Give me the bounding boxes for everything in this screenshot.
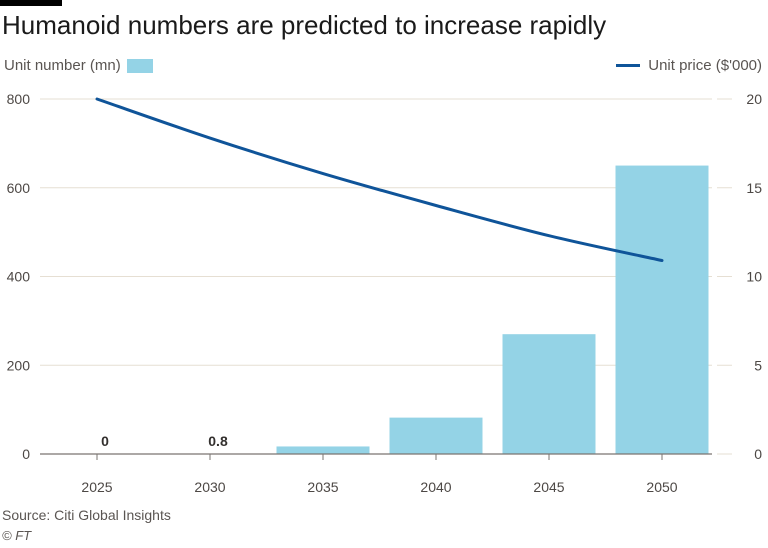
ft-top-bar bbox=[0, 0, 62, 6]
x-tick-label: 2030 bbox=[194, 479, 225, 495]
y-right-tick-label: 15 bbox=[746, 180, 762, 196]
copyright-note: © FT bbox=[2, 528, 32, 543]
y-right-tick-label: 10 bbox=[746, 269, 762, 285]
bar-value-label: 0 bbox=[101, 433, 109, 449]
bar bbox=[389, 417, 483, 454]
y-left-tick-label: 400 bbox=[7, 269, 31, 285]
y-right-tick-label: 5 bbox=[754, 357, 762, 373]
unit-price-line bbox=[95, 97, 664, 263]
x-tick-label: 2040 bbox=[420, 479, 451, 495]
y-left-tick-label: 200 bbox=[7, 357, 31, 373]
x-tick-label: 2050 bbox=[646, 479, 677, 495]
legend-bars: Unit number (mn) bbox=[4, 57, 153, 74]
legend-bar-swatch bbox=[126, 58, 153, 73]
x-tick-label: 2045 bbox=[533, 479, 564, 495]
legend-line: Unit price ($'000) bbox=[616, 57, 762, 74]
source-note: Source: Citi Global Insights bbox=[2, 507, 171, 523]
legend-line-swatch bbox=[616, 64, 641, 67]
bar-value-label: 0.8 bbox=[208, 433, 228, 449]
legend-bars-label: Unit number (mn) bbox=[4, 57, 121, 74]
y-right-tick-label: 20 bbox=[746, 91, 762, 107]
y-left-tick-label: 800 bbox=[7, 91, 31, 107]
chart-title: Humanoid numbers are predicted to increa… bbox=[2, 10, 607, 40]
bar bbox=[615, 165, 709, 454]
y-right-tick-label: 0 bbox=[754, 446, 762, 462]
bar bbox=[276, 446, 370, 454]
x-tick-label: 2025 bbox=[81, 479, 112, 495]
legend-line-label: Unit price ($'000) bbox=[648, 57, 762, 74]
y-left-tick-label: 600 bbox=[7, 180, 31, 196]
x-tick-label: 2035 bbox=[307, 479, 338, 495]
bar bbox=[502, 334, 596, 454]
y-left-tick-label: 0 bbox=[22, 446, 30, 462]
